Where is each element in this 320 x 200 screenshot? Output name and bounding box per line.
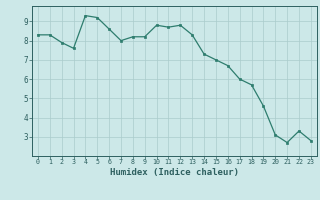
X-axis label: Humidex (Indice chaleur): Humidex (Indice chaleur) [110,168,239,177]
